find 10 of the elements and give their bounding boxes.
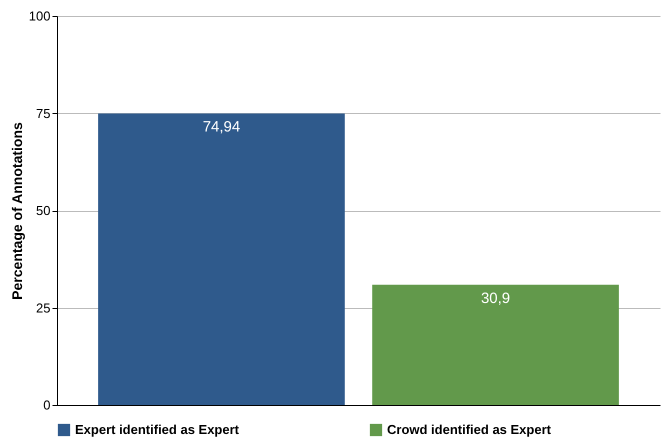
data-label: 74,94 xyxy=(202,118,240,136)
data-label: 30,9 xyxy=(480,290,510,307)
y-axis-title: Percentage of Annotations xyxy=(8,122,25,300)
legend-label: Crowd identified as Expert xyxy=(387,422,552,437)
y-tick-label: 25 xyxy=(36,300,50,316)
y-tick-label: 50 xyxy=(36,203,50,218)
legend-label: Expert identified as Expert xyxy=(75,422,240,437)
y-tick-label: 100 xyxy=(28,8,50,24)
y-tick-label: 75 xyxy=(36,106,50,121)
y-tick-label: 0 xyxy=(43,398,50,412)
